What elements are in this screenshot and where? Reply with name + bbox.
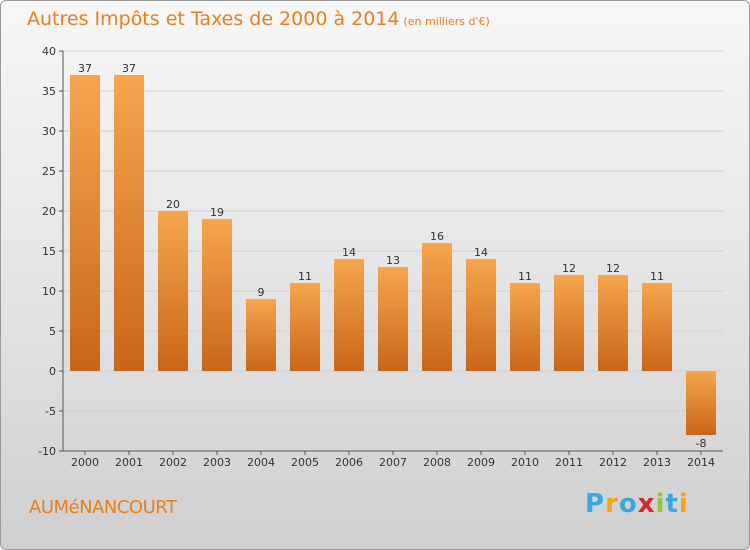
chart-unit: (en milliers d'€) [403, 15, 490, 28]
data-label: 14 [474, 246, 488, 259]
y-tick-label: 15 [42, 245, 56, 258]
logo-letter: x [637, 489, 656, 519]
x-tick-label: 2004 [247, 456, 275, 469]
data-label: 11 [650, 270, 664, 283]
x-tick-label: 2014 [687, 456, 715, 469]
bar [334, 259, 364, 371]
logo-letter: o [618, 489, 638, 519]
bar [422, 243, 452, 371]
bar [598, 275, 628, 371]
bar [246, 299, 276, 371]
x-tick-label: 2012 [599, 456, 627, 469]
data-label: 13 [386, 254, 400, 267]
x-tick-label: 2006 [335, 456, 363, 469]
y-tick-label: 35 [42, 85, 56, 98]
logo-letter: i [655, 489, 666, 519]
logo-letter: P [585, 489, 606, 519]
bar [554, 275, 584, 371]
chart-title-text: Autres Impôts et Taxes de 2000 à 2014 [27, 8, 400, 30]
logo-letter: i [678, 489, 689, 519]
bar [70, 75, 100, 371]
x-tick-label: 2011 [555, 456, 583, 469]
x-tick-label: 2008 [423, 456, 451, 469]
y-tick-label: 20 [42, 205, 56, 218]
y-tick-label: 5 [49, 325, 56, 338]
y-tick-label: 0 [49, 365, 56, 378]
data-label: 19 [210, 206, 224, 219]
data-label: 12 [562, 262, 576, 275]
y-tick-label: -5 [45, 405, 56, 418]
x-tick-label: 2009 [467, 456, 495, 469]
bar [642, 283, 672, 371]
town-name: AUMéNANCOURT [29, 497, 177, 518]
data-label: 12 [606, 262, 620, 275]
x-tick-label: 2002 [159, 456, 187, 469]
bar [510, 283, 540, 371]
y-tick-label: 30 [42, 125, 56, 138]
data-label: 9 [258, 286, 265, 299]
data-label: 37 [122, 62, 136, 75]
x-tick-label: 2003 [203, 456, 231, 469]
x-tick-label: 2005 [291, 456, 319, 469]
bar [378, 267, 408, 371]
x-tick-label: 2013 [643, 456, 671, 469]
y-tick-label: 10 [42, 285, 56, 298]
y-tick-label: 25 [42, 165, 56, 178]
bar [158, 211, 188, 371]
x-tick-label: 2007 [379, 456, 407, 469]
bar [290, 283, 320, 371]
data-label: 20 [166, 198, 180, 211]
y-tick-label: -10 [38, 445, 56, 458]
data-label: 14 [342, 246, 356, 259]
data-label: 16 [430, 230, 444, 243]
y-tick-label: 40 [42, 45, 56, 58]
data-label: 37 [78, 62, 92, 75]
bar [114, 75, 144, 371]
x-tick-label: 2001 [115, 456, 143, 469]
data-label: 11 [518, 270, 532, 283]
bar [202, 219, 232, 371]
bar [686, 371, 716, 435]
bar [466, 259, 496, 371]
data-label: -8 [696, 437, 707, 450]
x-tick-label: 2000 [71, 456, 99, 469]
logo-letter: t [665, 489, 679, 519]
chart-title: Autres Impôts et Taxes de 2000 à 2014 (en… [27, 8, 490, 30]
data-label: 11 [298, 270, 312, 283]
x-tick-label: 2010 [511, 456, 539, 469]
logo-letter: r [605, 489, 619, 519]
proxiti-logo: Proxiti [585, 489, 689, 519]
